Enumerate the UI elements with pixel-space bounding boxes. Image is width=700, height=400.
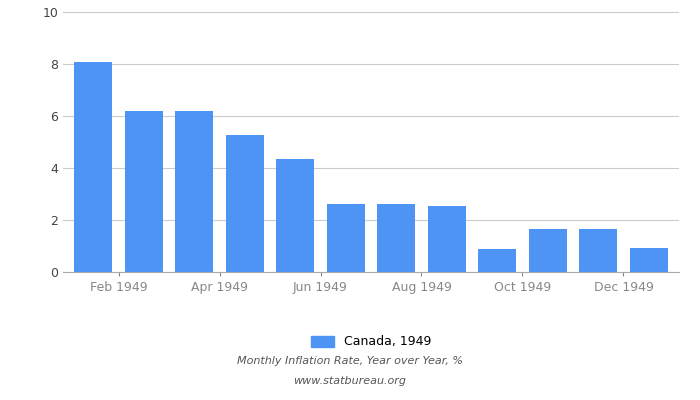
Bar [327, 204, 365, 272]
Bar [478, 248, 516, 272]
Text: www.statbureau.org: www.statbureau.org [293, 376, 407, 386]
Legend: Canada, 1949: Canada, 1949 [311, 336, 431, 348]
Bar [428, 206, 466, 272]
Bar [630, 248, 668, 272]
Bar [125, 111, 162, 272]
Bar [226, 135, 264, 272]
Bar [377, 204, 415, 272]
Bar [580, 228, 617, 272]
Bar [276, 160, 314, 272]
Bar [528, 228, 567, 272]
Text: Monthly Inflation Rate, Year over Year, %: Monthly Inflation Rate, Year over Year, … [237, 356, 463, 366]
Bar [175, 111, 214, 272]
Bar [74, 62, 112, 272]
